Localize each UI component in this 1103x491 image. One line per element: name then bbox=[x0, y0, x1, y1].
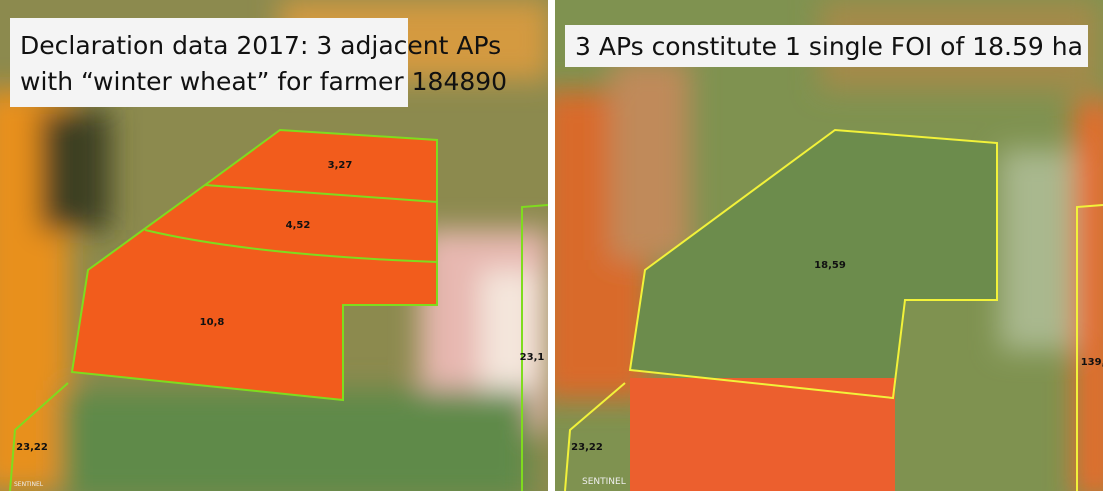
parcel-border bbox=[9, 382, 69, 491]
parcel-border bbox=[564, 382, 626, 491]
area-label: 18,59 bbox=[814, 260, 846, 271]
caption: with “winter wheat” for farmer 184890 bbox=[20, 67, 507, 96]
area-label: 23,1 bbox=[520, 352, 545, 363]
caption-box bbox=[10, 18, 408, 107]
caption: 3 APs constitute 1 single FOI of 18.59 h… bbox=[575, 32, 1083, 61]
caption: Declaration data 2017: 3 adjacent APs bbox=[20, 31, 501, 60]
parcel-border bbox=[204, 184, 438, 203]
watermark: SENTINEL bbox=[582, 477, 626, 487]
right-panel: 3 APs constitute 1 single FOI of 18.59 h… bbox=[555, 0, 1103, 491]
parcel-border bbox=[144, 229, 438, 263]
area-label: 4,52 bbox=[286, 220, 311, 231]
parcel-border bbox=[628, 128, 998, 400]
left-panel: Declaration data 2017: 3 adjacent APs wi… bbox=[0, 0, 548, 491]
area-label: 10,8 bbox=[200, 317, 225, 328]
area-label: 23,22 bbox=[16, 442, 48, 453]
parcel-border bbox=[521, 204, 548, 491]
parcel-border bbox=[1076, 204, 1103, 491]
area-label: 3,27 bbox=[328, 160, 353, 171]
field bbox=[630, 378, 895, 491]
area-label: 139,37 bbox=[1081, 357, 1103, 368]
caption-box bbox=[565, 25, 1088, 67]
field bbox=[70, 128, 438, 402]
field bbox=[630, 130, 997, 398]
watermark: SENTINEL bbox=[14, 481, 44, 488]
area-label: 23,22 bbox=[571, 442, 603, 453]
